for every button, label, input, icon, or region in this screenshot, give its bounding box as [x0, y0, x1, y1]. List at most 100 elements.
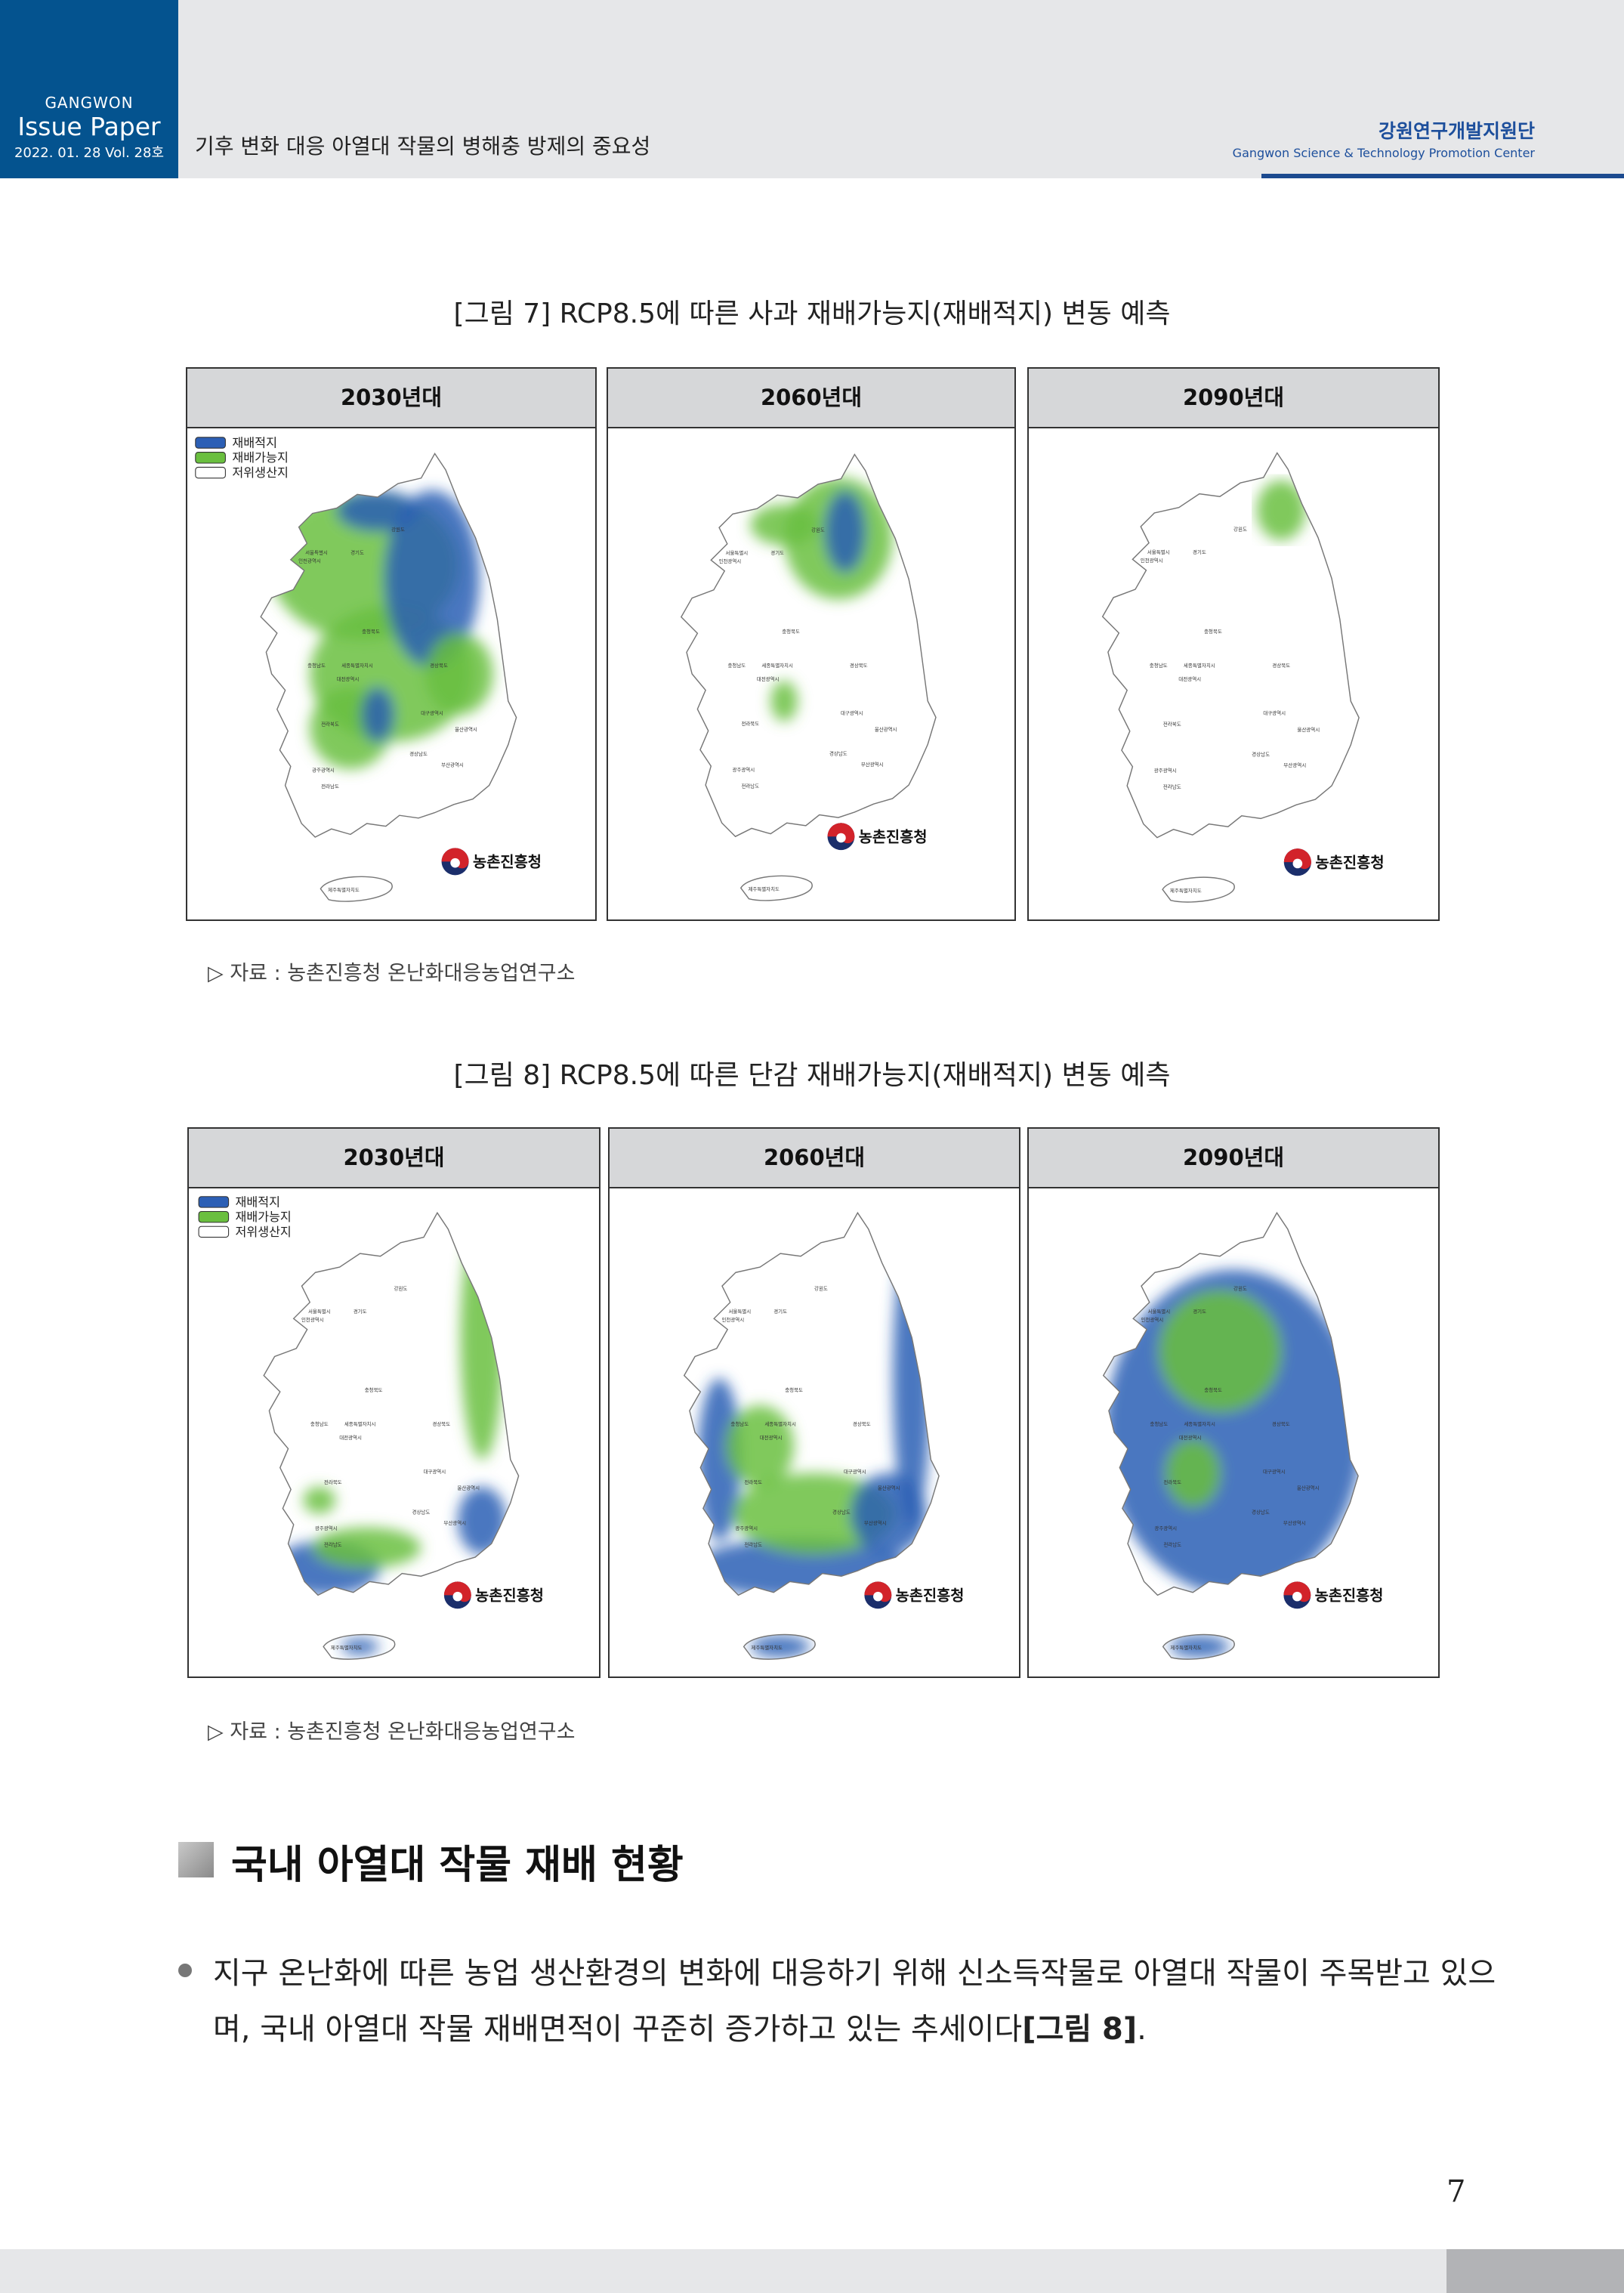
brand-date: 2022. 01. 28 Vol. 28호	[14, 145, 165, 161]
possible-area	[425, 633, 493, 715]
region-label: 부산광역시	[864, 1519, 887, 1526]
region-label: 강원도	[814, 1285, 828, 1292]
region-label: 대구광역시	[421, 709, 443, 716]
legend-label: 재배적지	[236, 1194, 280, 1209]
region-label: 세종특별자치시	[341, 662, 373, 669]
region-label: 경상북도	[850, 662, 868, 669]
legend-swatch	[195, 466, 226, 479]
region-label: 대전광역시	[1179, 1434, 1202, 1441]
region-label: 충청북도	[1204, 1386, 1222, 1393]
region-label: 광주광역시	[1154, 767, 1177, 774]
map-panel: 2090년대 서울특별시 경기도 인천광역시 강원도 충청북도 충청남도 세종특별자치시 대전광…	[1027, 367, 1440, 921]
region-label: 제주특별자치도	[1170, 1644, 1202, 1651]
region-label: 경상북도	[432, 1420, 450, 1427]
figure-7-source: ▷ 자료 : 농촌진흥청 온난화대응농업연구소	[208, 962, 576, 985]
panel-period: 2090년대	[1029, 369, 1438, 428]
suitable-area	[341, 1638, 379, 1655]
region-label: 광주광역시	[312, 767, 335, 774]
region-label: 울산광역시	[1297, 726, 1320, 733]
region-label: 세종특별자치시	[344, 1420, 376, 1427]
section-title: 국내 아열대 작물 재배 현황	[231, 1843, 684, 1888]
region-label: 대구광역시	[1263, 1468, 1286, 1475]
region-label: 제주특별자치도	[331, 1644, 363, 1651]
legend-swatch	[198, 1196, 230, 1208]
region-label: 충청남도	[310, 1420, 329, 1427]
region-label: 서울특별시	[305, 549, 328, 556]
region-label: 전라남도	[741, 783, 759, 790]
region-label: 충청북도	[1204, 628, 1222, 635]
rda-logo: 농촌진흥청	[864, 1581, 965, 1609]
header-accent-line	[1261, 174, 1624, 178]
region-label: 인천광역시	[719, 558, 742, 564]
possible-area	[460, 1215, 504, 1460]
region-label: 제주특별자치도	[1170, 887, 1202, 894]
region-label: 경상남도	[1252, 1509, 1270, 1516]
region-label: 경상남도	[412, 1509, 431, 1516]
region-label: 광주광역시	[315, 1525, 338, 1531]
region-label: 경상남도	[1252, 750, 1270, 757]
region-label: 충청북도	[782, 628, 800, 635]
suitable-area	[697, 1378, 742, 1541]
region-label: 경기도	[770, 549, 784, 556]
region-label: 경기도	[350, 549, 364, 556]
region-label: 경상북도	[853, 1420, 871, 1427]
map-panel: 2030년대 재배적지 재배가능지 저위생산지 서울특별시 경기도 인천광역시 강원도 충청북도…	[186, 367, 597, 921]
region-label: 경기도	[354, 1308, 367, 1315]
region-label: 울산광역시	[875, 725, 897, 732]
suitable-area	[851, 1473, 927, 1555]
panel-period: 2030년대	[187, 369, 595, 428]
region-label: 대전광역시	[339, 1434, 362, 1441]
region-label: 경상북도	[430, 662, 448, 669]
region-label: 제주특별자치도	[748, 885, 780, 892]
suitable-area	[361, 688, 394, 742]
region-label: 충청남도	[730, 1420, 749, 1427]
region-label: 경상남도	[829, 750, 848, 757]
region-label: 대구광역시	[1263, 709, 1286, 716]
region-label: 인천광역시	[721, 1316, 744, 1323]
region-label: 대구광역시	[423, 1468, 446, 1475]
region-label: 전라남도	[1163, 783, 1181, 790]
region-label: 인천광역시	[1141, 1316, 1163, 1323]
region-label: 전라남도	[1163, 1541, 1181, 1548]
jeju-outline	[743, 1633, 816, 1660]
org-name: 강원연구개발지원단	[1378, 120, 1535, 142]
legend-label: 재배가능지	[232, 450, 288, 465]
region-label: 광주광역시	[735, 1525, 758, 1531]
possible-area	[1166, 1439, 1221, 1507]
region-label: 전라북도	[321, 720, 339, 727]
region-label: 울산광역시	[455, 726, 477, 733]
region-label: 울산광역시	[457, 1484, 480, 1491]
region-label: 광주광역시	[733, 766, 755, 773]
suitable-area	[384, 490, 480, 667]
legend-swatch	[198, 1210, 230, 1223]
region-label: 충청남도	[1150, 662, 1168, 669]
rda-logo: 농촌진흥청	[1283, 1581, 1383, 1609]
region-label: 대전광역시	[337, 675, 360, 682]
figure-8-caption: [그림 8] RCP8.5에 따른 단감 재배가능지(재배적지) 변동 예측	[453, 1060, 1171, 1091]
region-label: 경기도	[1193, 549, 1206, 555]
legend-swatch	[195, 437, 226, 449]
region-label: 충청북도	[362, 628, 380, 635]
region-label: 충청남도	[728, 662, 746, 669]
page-header: GANGWON Issue Paper 2022. 01. 28 Vol. 28…	[0, 0, 1624, 178]
region-label: 전라북도	[324, 1479, 342, 1485]
logo-text: 농촌진흥청	[1315, 854, 1384, 871]
legend-label: 재배적지	[232, 435, 277, 450]
panel-period: 2090년대	[1029, 1129, 1438, 1188]
region-label: 경상남도	[409, 750, 428, 757]
region-label: 부산광역시	[861, 761, 884, 768]
region-label: 대전광역시	[760, 1434, 783, 1441]
panel-period: 2030년대	[189, 1129, 599, 1188]
region-label: 세종특별자치시	[1184, 662, 1215, 669]
logo-text: 농촌진흥청	[896, 1587, 965, 1605]
region-label: 세종특별자치시	[764, 1420, 796, 1427]
region-label: 강원도	[1233, 525, 1247, 532]
region-label: 서울특별시	[726, 549, 749, 556]
region-label: 경상남도	[832, 1509, 851, 1516]
panel-period: 2060년대	[610, 1129, 1019, 1188]
